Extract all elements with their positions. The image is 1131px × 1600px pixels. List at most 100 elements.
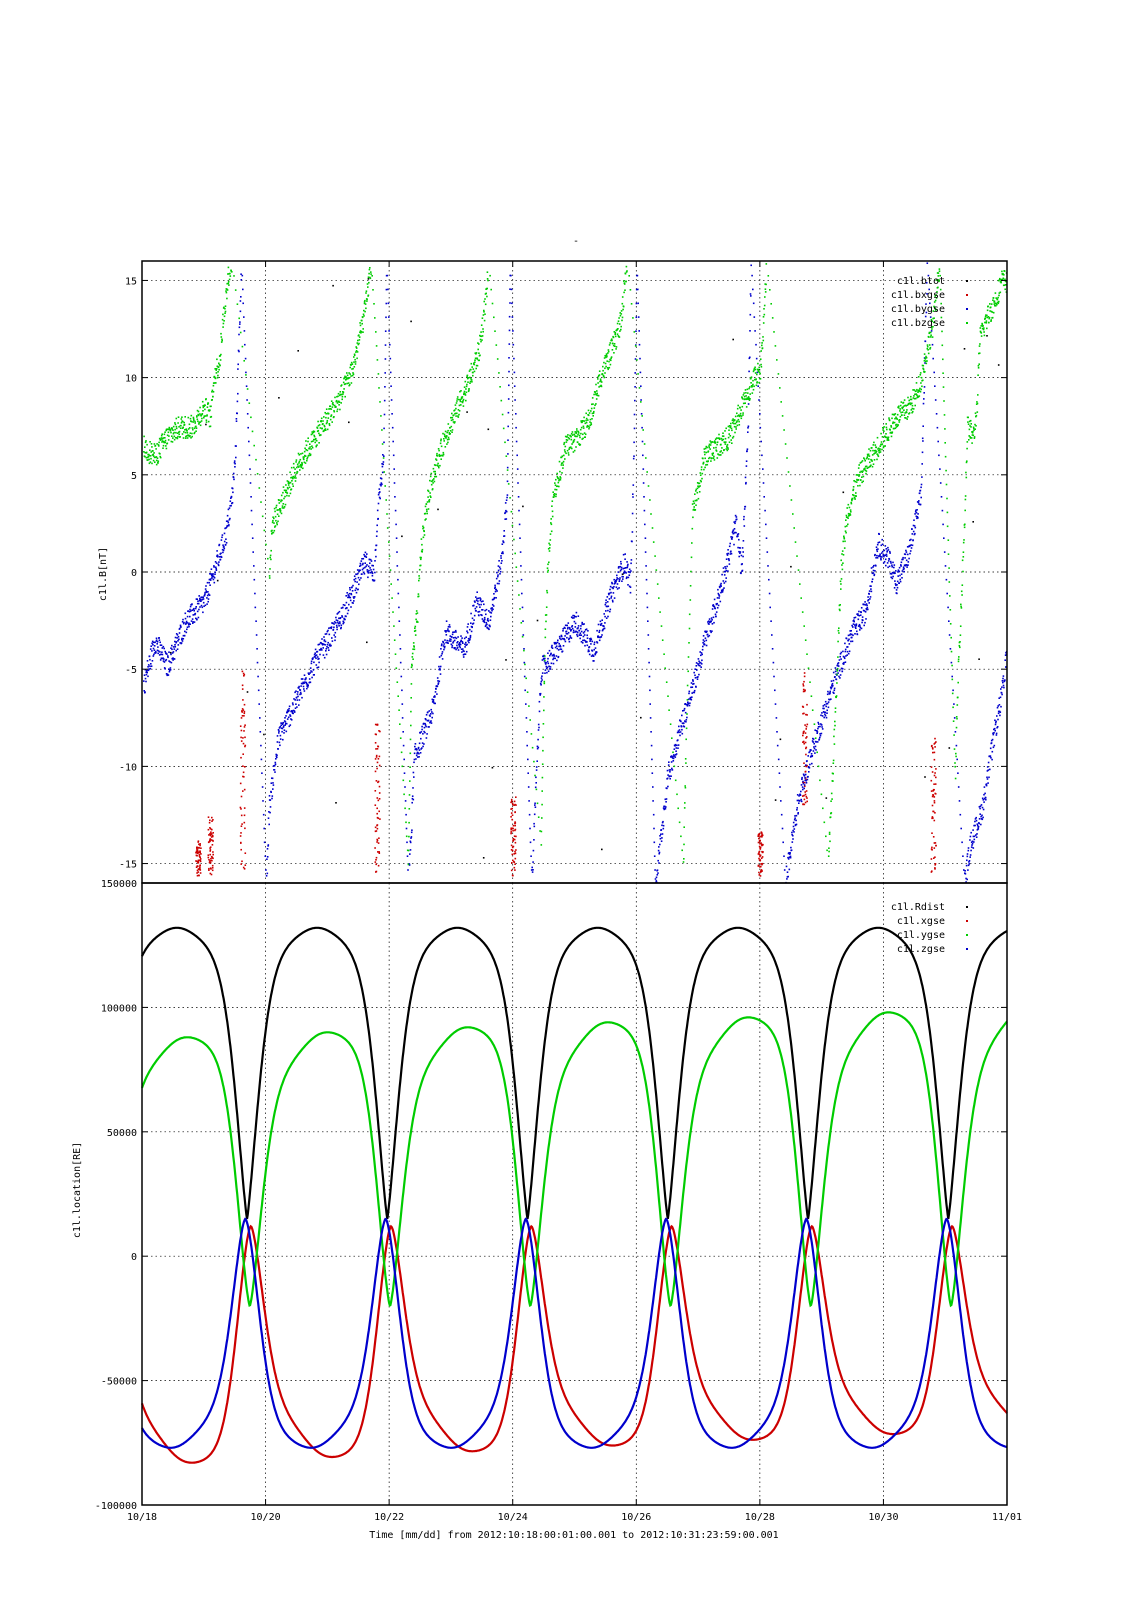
bxgse-point bbox=[935, 741, 937, 743]
bzgse-point bbox=[669, 723, 672, 725]
bzgse-point bbox=[515, 566, 518, 568]
bygse-point bbox=[959, 813, 962, 816]
bxgse-point bbox=[240, 795, 243, 798]
bxgse-point bbox=[378, 852, 381, 854]
bzgse-point bbox=[450, 425, 453, 428]
bygse-point bbox=[306, 683, 309, 686]
bzgse-point bbox=[306, 456, 309, 459]
bygse-point bbox=[588, 650, 590, 652]
bzgse-point bbox=[731, 442, 733, 444]
bygse-point bbox=[995, 721, 997, 724]
bygse-point bbox=[943, 551, 946, 553]
bzgse-point bbox=[196, 409, 199, 412]
bzgse-point bbox=[555, 478, 557, 481]
bygse-point bbox=[277, 748, 279, 750]
bygse-point bbox=[256, 661, 259, 664]
bygse-point bbox=[886, 562, 889, 564]
bygse-point bbox=[193, 621, 196, 623]
bygse-point bbox=[143, 674, 146, 676]
bzgse-point bbox=[681, 849, 683, 852]
bzgse-point bbox=[324, 429, 327, 431]
bzgse-point bbox=[166, 434, 169, 437]
bygse-point bbox=[670, 761, 673, 763]
bygse-point bbox=[679, 734, 681, 737]
bzgse-point bbox=[298, 460, 301, 463]
bygse-point bbox=[814, 729, 816, 731]
bygse-point bbox=[562, 645, 565, 647]
bygse-point bbox=[169, 669, 172, 671]
bzgse-point bbox=[363, 309, 365, 312]
bygse-point bbox=[904, 557, 906, 559]
bxgse-point bbox=[935, 768, 937, 770]
bzgse-point bbox=[255, 458, 257, 461]
bygse-point bbox=[837, 662, 840, 664]
bygse-point bbox=[644, 523, 646, 526]
bzgse-point bbox=[150, 451, 152, 453]
bygse-point bbox=[687, 702, 690, 705]
bygse-point bbox=[611, 599, 614, 602]
bzgse-point bbox=[429, 475, 432, 478]
bygse-point bbox=[513, 357, 515, 360]
bygse-point bbox=[527, 772, 529, 774]
bygse-point bbox=[313, 674, 315, 676]
bygse-point bbox=[969, 839, 971, 841]
bygse-point bbox=[1000, 688, 1002, 690]
bzgse-point bbox=[455, 407, 457, 410]
bxgse-point bbox=[510, 816, 512, 818]
bzgse-point bbox=[460, 404, 462, 406]
bzgse-point bbox=[157, 462, 159, 464]
bygse-point bbox=[751, 274, 753, 277]
bygse-point bbox=[568, 637, 570, 640]
bygse-point bbox=[695, 686, 697, 688]
bygse-point bbox=[887, 560, 890, 562]
bygse-point bbox=[830, 698, 832, 700]
bygse-point bbox=[370, 569, 372, 571]
bygse-point bbox=[374, 571, 376, 574]
bygse-point bbox=[400, 675, 403, 678]
bxgse-point bbox=[376, 797, 379, 799]
bygse-point bbox=[431, 711, 433, 713]
bygse-point bbox=[325, 633, 328, 635]
bzgse-point bbox=[442, 453, 445, 456]
bzgse-point bbox=[276, 522, 278, 524]
bzgse-point bbox=[450, 419, 453, 422]
bygse-point bbox=[196, 602, 199, 605]
bygse-point bbox=[851, 636, 853, 639]
bzgse-point bbox=[280, 494, 283, 497]
bzgse-point bbox=[426, 510, 428, 513]
bzgse-point bbox=[710, 460, 712, 462]
bygse-point bbox=[717, 604, 720, 607]
bzgse-point bbox=[375, 331, 377, 333]
bzgse-point bbox=[564, 458, 566, 460]
bzgse-point bbox=[161, 433, 163, 435]
bygse-point bbox=[258, 703, 260, 705]
bzgse-point bbox=[516, 580, 519, 582]
bygse-point bbox=[601, 619, 603, 621]
bygse-point bbox=[925, 282, 928, 284]
bzgse-point bbox=[189, 417, 192, 420]
bygse-point bbox=[977, 828, 980, 830]
bygse-point bbox=[378, 492, 380, 494]
bzgse-point bbox=[359, 330, 362, 332]
bygse-point bbox=[702, 635, 705, 637]
bzgse-point bbox=[746, 398, 748, 400]
bzgse-point bbox=[453, 422, 456, 424]
bygse-point bbox=[564, 635, 566, 637]
bxgse-point bbox=[933, 847, 936, 849]
bxgse-point bbox=[805, 725, 808, 728]
bxgse-point bbox=[759, 875, 762, 877]
bzgse-point bbox=[173, 431, 175, 434]
bzgse-point bbox=[186, 435, 188, 437]
bzgse-point bbox=[395, 667, 398, 669]
bxgse-point bbox=[931, 804, 934, 807]
bygse-point bbox=[996, 726, 999, 728]
bygse-point bbox=[668, 769, 671, 771]
bygse-point bbox=[502, 541, 505, 544]
bzgse-point bbox=[719, 454, 721, 456]
bygse-point bbox=[540, 684, 542, 686]
bygse-point bbox=[730, 536, 732, 538]
bygse-point bbox=[894, 583, 897, 585]
bygse-point bbox=[603, 627, 606, 630]
bzgse-point bbox=[269, 554, 272, 557]
bygse-point bbox=[625, 577, 628, 580]
